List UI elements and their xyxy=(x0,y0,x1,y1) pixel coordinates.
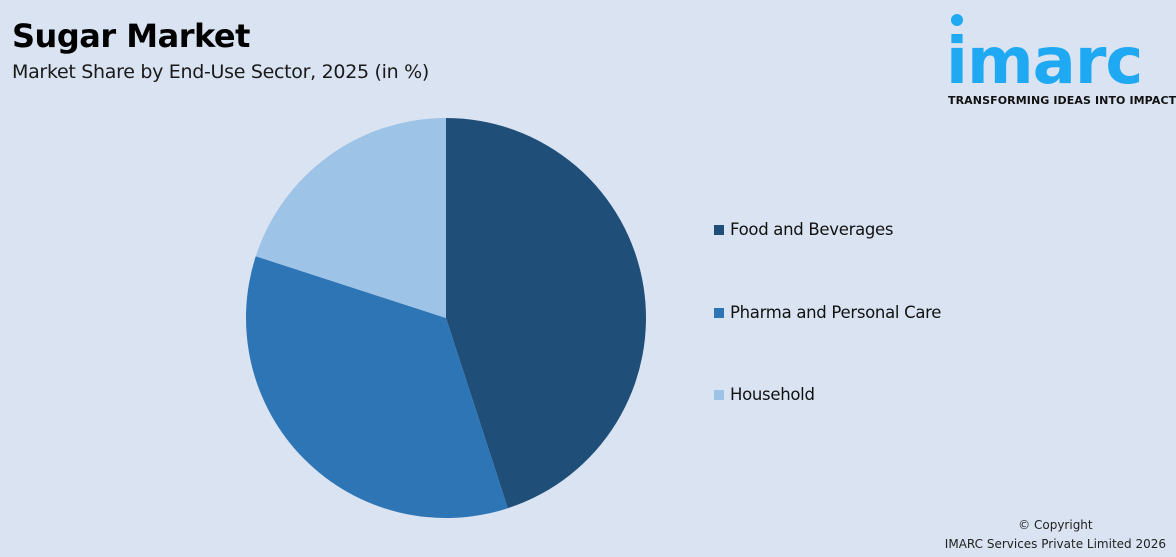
copyright-notice: © Copyright IMARC Services Private Limit… xyxy=(945,516,1166,554)
pie-slice-pharma-and-personal-care xyxy=(245,256,508,518)
legend-swatch xyxy=(714,307,724,318)
legend-item-household: Household xyxy=(714,385,815,404)
pie-slice-household xyxy=(255,118,446,318)
copyright-line-2: IMARC Services Private Limited 2026 xyxy=(944,537,1166,551)
copyright-line-1: © Copyright xyxy=(1018,518,1093,532)
logo-tagline: TRANSFORMING IDEAS INTO IMPACT xyxy=(948,94,1176,107)
chart-subtitle: Market Share by End-Use Sector, 2025 (in… xyxy=(12,61,429,83)
chart-title: Sugar Market xyxy=(12,17,250,55)
legend-item-pharma-and-personal-care: Pharma and Personal Care xyxy=(714,303,941,322)
legend-label: Food and Beverages xyxy=(730,220,894,239)
logo-wordmark: imarc xyxy=(946,25,1143,99)
legend-label: Pharma and Personal Care xyxy=(730,303,942,322)
imarc-logo: imarc TRANSFORMING IDEAS INTO IMPACT xyxy=(946,12,1176,108)
legend-item-food-and-beverages: Food and Beverages xyxy=(714,220,894,239)
pie-slice-food-and-beverages xyxy=(446,118,646,509)
legend-swatch xyxy=(714,389,724,400)
legend-label: Household xyxy=(730,385,815,404)
logo-dot-icon xyxy=(951,14,963,26)
legend-swatch xyxy=(714,224,724,235)
